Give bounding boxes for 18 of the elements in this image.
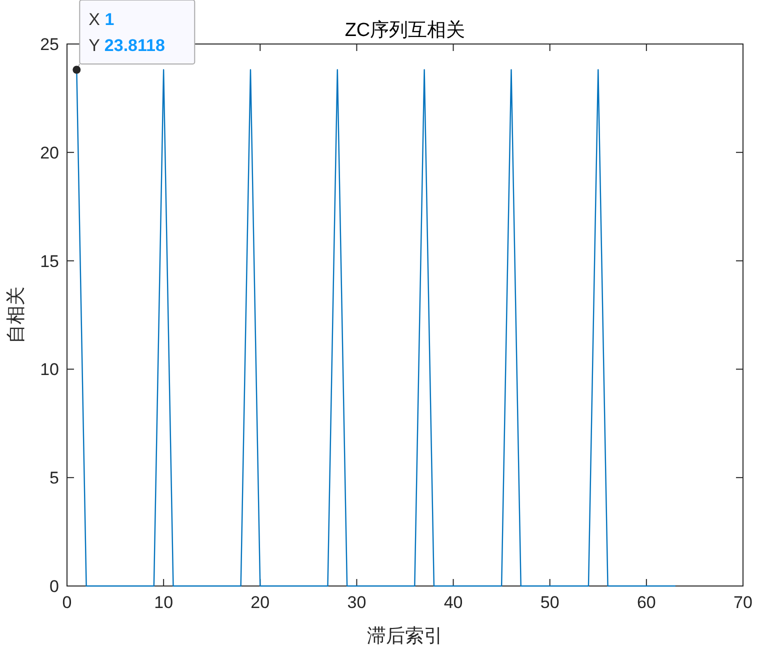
annotation: X 1 Y 23.8118: [88, 10, 165, 55]
x-tick-label: 20: [250, 593, 270, 612]
y-tick-label: 25: [40, 35, 59, 54]
y-tick-label: 5: [50, 468, 59, 488]
y-axis-title: 自相关: [6, 286, 27, 344]
x-tick-label: 40: [444, 593, 463, 612]
x-tick-label: 60: [636, 593, 656, 612]
y-tick-label: 10: [40, 360, 59, 380]
y-tick-label: 0: [50, 577, 59, 596]
x-tick-label: 50: [540, 593, 560, 612]
x-axis-title: 滞后索引: [367, 626, 443, 647]
y-tick-label: 20: [40, 143, 59, 162]
x-tick-label: 0: [62, 593, 72, 612]
y-tick-label: 15: [40, 252, 59, 271]
x-tick-label: 70: [734, 593, 752, 612]
x-tick-label: 30: [347, 593, 366, 612]
chart-title: ZC序列互相关: [344, 19, 466, 41]
x-tick-label: 10: [154, 593, 174, 612]
